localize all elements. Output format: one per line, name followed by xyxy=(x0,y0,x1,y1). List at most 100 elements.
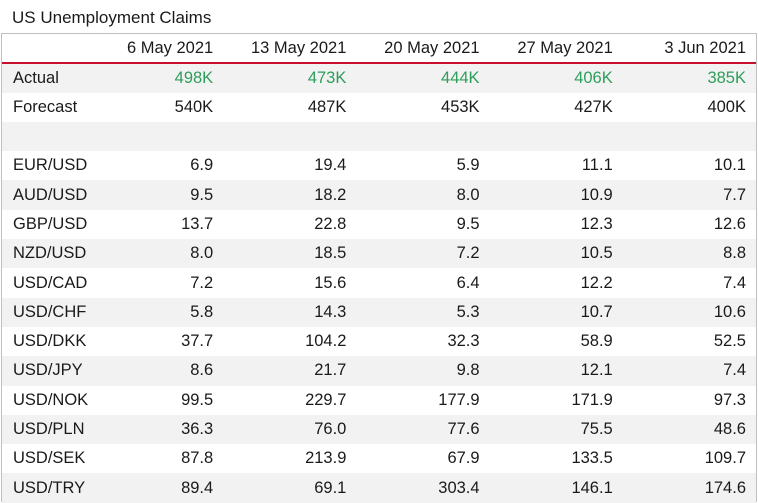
table-cell: 10.5 xyxy=(489,239,623,269)
table-cell: 14.3 xyxy=(223,297,357,327)
table-cell: 37.7 xyxy=(181,332,214,351)
table-cell: 18.2 xyxy=(223,180,357,210)
table-cell: 67.9 xyxy=(447,449,480,468)
table-cell: 75.5 xyxy=(489,414,623,445)
table-cell: 385K xyxy=(622,63,756,93)
column-header: 27 May 2021 xyxy=(489,34,623,65)
table-row: USD/DKK 37.7 104.2 32.3 58.9 52.5 xyxy=(2,327,756,356)
table-cell: 19.4 xyxy=(314,156,347,175)
table-cell: 7.7 xyxy=(622,180,756,210)
table-cell: 32.3 xyxy=(447,332,480,351)
table-cell: 12.6 xyxy=(713,214,746,233)
table-cell: 8.6 xyxy=(90,356,224,386)
table-cell: 6.9 xyxy=(190,156,214,175)
table-cell: 146.1 xyxy=(489,473,623,503)
table-cell: 9.5 xyxy=(90,180,224,210)
table-cell: 87.8 xyxy=(181,449,214,468)
table-cell: 7.2 xyxy=(356,239,490,269)
table-cell: 171.9 xyxy=(571,390,613,409)
row-label: GBP/USD xyxy=(13,214,88,233)
table-cell: 58.9 xyxy=(580,332,613,351)
table-cell: 12.2 xyxy=(580,273,613,292)
table-cell: 213.9 xyxy=(305,449,347,468)
table-cell: 76.0 xyxy=(223,414,357,445)
table-cell: 5.8 xyxy=(90,297,224,327)
table-cell: 133.5 xyxy=(571,449,613,468)
table-cell: 444K xyxy=(356,63,490,93)
table-cell: 5.9 xyxy=(456,156,480,175)
table-cell: 15.6 xyxy=(314,273,347,292)
table-row: USD/TRY 89.4 69.1 303.4 146.1 174.6 xyxy=(2,473,756,503)
table-cell: 48.6 xyxy=(622,414,756,445)
empty-cell xyxy=(489,121,623,152)
empty-cell xyxy=(90,121,224,152)
table-row: EUR/USD 6.9 19.4 5.9 11.1 10.1 xyxy=(2,151,756,180)
table-cell: 400K xyxy=(707,97,746,116)
table-cell: 6.4 xyxy=(456,273,480,292)
table-row: USD/SEK 87.8 213.9 67.9 133.5 109.7 xyxy=(2,444,756,473)
row-label: Forecast xyxy=(13,97,78,116)
table-row: AUD/USD 9.5 18.2 8.0 10.9 7.7 xyxy=(2,180,756,210)
table-cell: 9.5 xyxy=(456,214,480,233)
claims-table-container: 6 May 2021 13 May 2021 20 May 2021 27 Ma… xyxy=(1,33,757,503)
table-row: USD/JPY 8.6 21.7 9.8 12.1 7.4 xyxy=(2,356,756,386)
table-cell: 99.5 xyxy=(181,390,214,409)
table-cell: 69.1 xyxy=(223,473,357,503)
table-cell: 12.1 xyxy=(489,356,623,386)
table-cell: 177.9 xyxy=(438,390,480,409)
table-cell: 498K xyxy=(90,63,224,93)
table-row: USD/CAD 7.2 15.6 6.4 12.2 7.4 xyxy=(2,268,756,297)
table-cell: 104.2 xyxy=(305,332,347,351)
table-row: USD/CHF 5.8 14.3 5.3 10.7 10.6 xyxy=(2,297,756,327)
table-cell: 406K xyxy=(489,63,623,93)
table-row: Actual 498K 473K 444K 406K 385K xyxy=(2,63,756,93)
table-cell: 22.8 xyxy=(314,214,347,233)
table-cell: 10.1 xyxy=(713,156,746,175)
table-cell: 473K xyxy=(223,63,357,93)
column-header: 13 May 2021 xyxy=(223,34,357,65)
row-label: USD/NOK xyxy=(13,390,89,409)
row-label: USD/PLN xyxy=(2,414,90,445)
empty-cell xyxy=(622,121,756,152)
column-header: 20 May 2021 xyxy=(356,34,490,65)
table-cell: 52.5 xyxy=(713,332,746,351)
row-label: USD/JPY xyxy=(2,356,90,386)
table-cell: 8.0 xyxy=(90,239,224,269)
column-header xyxy=(2,34,90,65)
row-label: NZD/USD xyxy=(2,239,90,269)
table-cell: 109.7 xyxy=(704,449,746,468)
table-cell: 8.0 xyxy=(356,180,490,210)
row-label: USD/DKK xyxy=(13,332,87,351)
row-label: USD/TRY xyxy=(2,473,90,503)
table-cell: 174.6 xyxy=(622,473,756,503)
table-title: US Unemployment Claims xyxy=(12,8,212,27)
table-cell: 11.1 xyxy=(581,156,613,175)
table-cell: 36.3 xyxy=(90,414,224,445)
row-label: USD/CHF xyxy=(2,297,90,327)
table-body: Actual 498K 473K 444K 406K 385K Forecast 540K 48… xyxy=(2,63,756,503)
table-cell: 89.4 xyxy=(90,473,224,503)
table-cell: 7.2 xyxy=(190,273,214,292)
table-cell: 427K xyxy=(574,97,613,116)
table-cell: 453K xyxy=(441,97,480,116)
table-cell: 97.3 xyxy=(713,390,746,409)
table-cell: 303.4 xyxy=(356,473,490,503)
row-label: EUR/USD xyxy=(13,156,88,175)
table-cell: 10.7 xyxy=(489,297,623,327)
table-cell: 10.6 xyxy=(622,297,756,327)
table-row: GBP/USD 13.7 22.8 9.5 12.3 12.6 xyxy=(2,210,756,239)
claims-table: 6 May 2021 13 May 2021 20 May 2021 27 Ma… xyxy=(2,34,756,503)
table-cell: 229.7 xyxy=(305,390,347,409)
table-cell: 540K xyxy=(174,97,214,116)
empty-cell xyxy=(223,121,357,152)
table-row: Forecast 540K 487K 453K 427K 400K xyxy=(2,93,756,122)
table-cell: 5.3 xyxy=(356,297,490,327)
column-header: 6 May 2021 xyxy=(90,34,224,65)
empty-cell xyxy=(356,121,490,152)
table-row: USD/NOK 99.5 229.7 177.9 171.9 97.3 xyxy=(2,386,756,415)
table-cell: 9.8 xyxy=(356,356,490,386)
row-label: USD/SEK xyxy=(13,449,86,468)
spacer-row xyxy=(2,121,756,152)
header-row: 6 May 2021 13 May 2021 20 May 2021 27 Ma… xyxy=(2,34,756,65)
empty-cell xyxy=(2,121,90,152)
